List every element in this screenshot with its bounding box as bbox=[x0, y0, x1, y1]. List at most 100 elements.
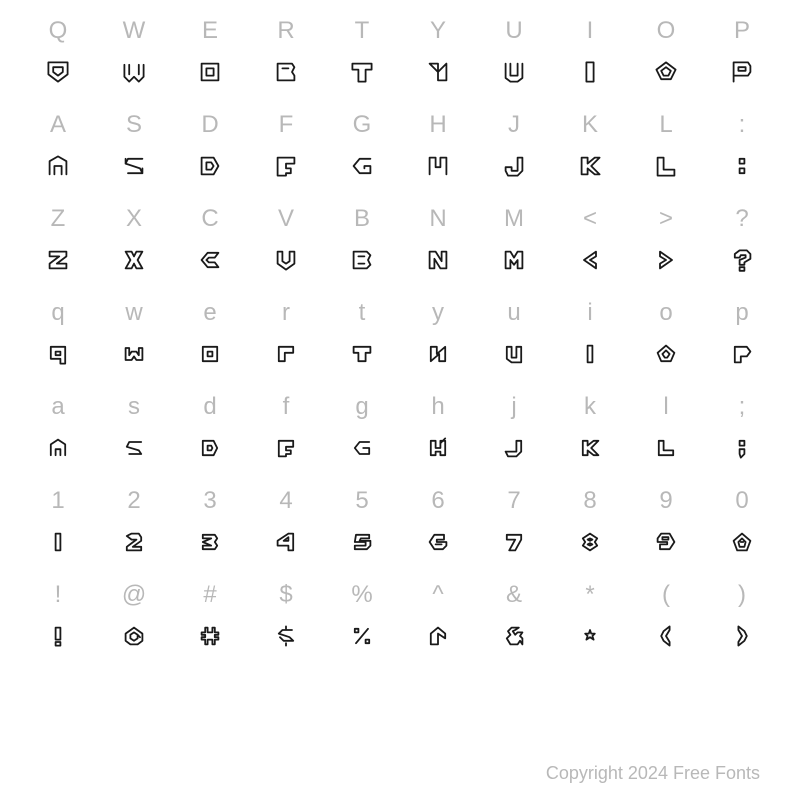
glyph-cell: t bbox=[324, 292, 400, 386]
reference-character: B bbox=[354, 198, 370, 240]
specimen-glyph bbox=[122, 428, 146, 468]
glyph-cell: ? bbox=[704, 198, 780, 292]
glyph-cell: Q bbox=[20, 10, 96, 104]
reference-character: < bbox=[583, 198, 597, 240]
reference-character: W bbox=[123, 10, 146, 52]
specimen-glyph bbox=[502, 616, 526, 656]
reference-character: g bbox=[355, 386, 368, 428]
reference-character: H bbox=[429, 104, 446, 146]
specimen-glyph bbox=[578, 52, 602, 92]
reference-character: a bbox=[51, 386, 64, 428]
glyph-cell: U bbox=[476, 10, 552, 104]
glyph-cell: A bbox=[20, 104, 96, 198]
glyph-cell: W bbox=[96, 10, 172, 104]
specimen-glyph bbox=[122, 334, 146, 374]
glyph-cell: ( bbox=[628, 574, 704, 668]
reference-character: E bbox=[202, 10, 218, 52]
glyph-cell: G bbox=[324, 104, 400, 198]
specimen-glyph bbox=[502, 146, 526, 186]
glyph-cell: B bbox=[324, 198, 400, 292]
reference-character: i bbox=[587, 292, 592, 334]
reference-character: L bbox=[659, 104, 672, 146]
specimen-glyph bbox=[426, 616, 450, 656]
reference-character: R bbox=[277, 10, 294, 52]
glyph-cell: 6 bbox=[400, 480, 476, 574]
specimen-glyph bbox=[274, 522, 298, 562]
reference-character: e bbox=[203, 292, 216, 334]
specimen-glyph bbox=[198, 240, 222, 280]
reference-character: ? bbox=[735, 198, 748, 240]
specimen-glyph bbox=[274, 334, 298, 374]
specimen-glyph bbox=[350, 522, 374, 562]
glyph-cell: e bbox=[172, 292, 248, 386]
specimen-glyph bbox=[502, 240, 526, 280]
glyph-cell: l bbox=[628, 386, 704, 480]
glyph-cell: i bbox=[552, 292, 628, 386]
specimen-glyph bbox=[350, 334, 374, 374]
glyph-cell: T bbox=[324, 10, 400, 104]
reference-character: f bbox=[283, 386, 290, 428]
reference-character: : bbox=[739, 104, 746, 146]
specimen-glyph bbox=[274, 52, 298, 92]
reference-character: # bbox=[203, 574, 216, 616]
glyph-cell: F bbox=[248, 104, 324, 198]
specimen-glyph bbox=[426, 522, 450, 562]
specimen-glyph bbox=[46, 522, 70, 562]
specimen-glyph bbox=[654, 240, 678, 280]
font-specimen-grid: QWERTYUIOPASDFGHJKL:ZXCVBNM<>?qwertyuiop… bbox=[0, 0, 800, 668]
reference-character: ^ bbox=[432, 574, 443, 616]
reference-character: p bbox=[735, 292, 748, 334]
reference-character: 5 bbox=[355, 480, 368, 522]
glyph-cell: M bbox=[476, 198, 552, 292]
reference-character: & bbox=[506, 574, 522, 616]
reference-character: S bbox=[126, 104, 142, 146]
specimen-glyph bbox=[578, 146, 602, 186]
glyph-cell: 4 bbox=[248, 480, 324, 574]
specimen-glyph bbox=[46, 428, 70, 468]
glyph-cell: Y bbox=[400, 10, 476, 104]
reference-character: q bbox=[51, 292, 64, 334]
glyph-cell: 7 bbox=[476, 480, 552, 574]
specimen-glyph bbox=[730, 522, 754, 562]
glyph-cell: r bbox=[248, 292, 324, 386]
glyph-cell: d bbox=[172, 386, 248, 480]
glyph-cell: H bbox=[400, 104, 476, 198]
specimen-glyph bbox=[502, 52, 526, 92]
specimen-glyph bbox=[198, 52, 222, 92]
reference-character: 2 bbox=[127, 480, 140, 522]
glyph-cell: E bbox=[172, 10, 248, 104]
glyph-cell: ! bbox=[20, 574, 96, 668]
reference-character: J bbox=[508, 104, 520, 146]
specimen-glyph bbox=[122, 52, 146, 92]
glyph-cell: f bbox=[248, 386, 324, 480]
glyph-cell: * bbox=[552, 574, 628, 668]
reference-character: M bbox=[504, 198, 524, 240]
glyph-cell: I bbox=[552, 10, 628, 104]
specimen-glyph bbox=[730, 146, 754, 186]
reference-character: N bbox=[429, 198, 446, 240]
glyph-cell: S bbox=[96, 104, 172, 198]
glyph-cell: > bbox=[628, 198, 704, 292]
specimen-glyph bbox=[426, 240, 450, 280]
specimen-glyph bbox=[46, 616, 70, 656]
specimen-glyph bbox=[426, 428, 450, 468]
glyph-cell: 9 bbox=[628, 480, 704, 574]
specimen-glyph bbox=[350, 428, 374, 468]
reference-character: C bbox=[201, 198, 218, 240]
glyph-cell: L bbox=[628, 104, 704, 198]
reference-character: G bbox=[353, 104, 372, 146]
glyph-cell: ^ bbox=[400, 574, 476, 668]
specimen-glyph bbox=[654, 522, 678, 562]
specimen-glyph bbox=[502, 428, 526, 468]
glyph-cell: o bbox=[628, 292, 704, 386]
specimen-glyph bbox=[46, 146, 70, 186]
reference-character: D bbox=[201, 104, 218, 146]
specimen-glyph bbox=[730, 52, 754, 92]
glyph-cell: 3 bbox=[172, 480, 248, 574]
glyph-cell: w bbox=[96, 292, 172, 386]
specimen-glyph bbox=[730, 428, 754, 468]
reference-character: F bbox=[279, 104, 294, 146]
reference-character: l bbox=[663, 386, 668, 428]
glyph-cell: g bbox=[324, 386, 400, 480]
reference-character: 9 bbox=[659, 480, 672, 522]
